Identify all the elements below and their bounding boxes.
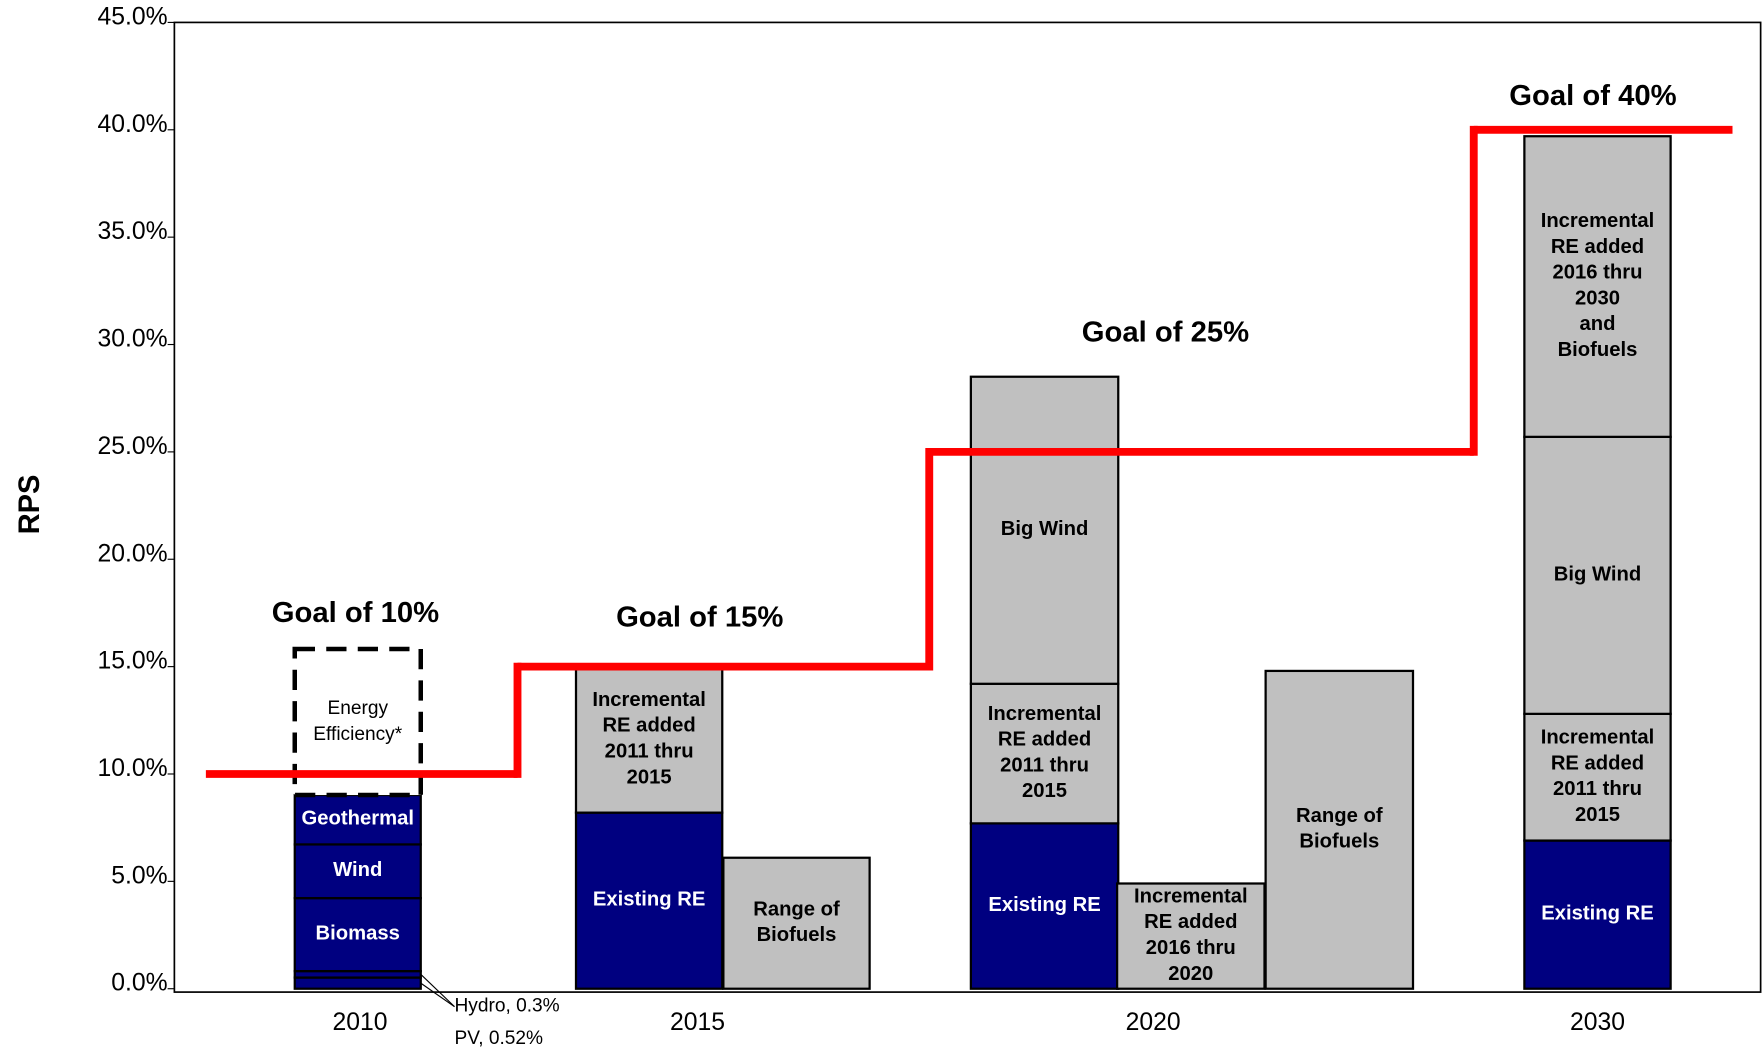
- goal-label: Goal of 25%: [1082, 317, 1249, 349]
- goal-label: Goal of 10%: [272, 597, 439, 629]
- segment-label: Existing RE: [593, 889, 705, 911]
- goal-label: Goal of 40%: [1509, 80, 1676, 112]
- goal-label: Goal of 15%: [616, 602, 783, 634]
- bar-segment: [1523, 435, 1672, 715]
- bar-segment: [1523, 712, 1672, 842]
- x-tick-label: 2010: [332, 1009, 387, 1036]
- y-axis-label: RPS: [14, 474, 46, 534]
- callout-label: PV, 0.52%: [454, 1028, 543, 1049]
- segment-label: Big Wind: [1001, 519, 1088, 541]
- x-tick-label: 2020: [1126, 1009, 1181, 1036]
- y-tick-label: 45.0%: [97, 3, 167, 30]
- plot-frame: [173, 21, 1762, 993]
- bar-segment: [722, 856, 871, 990]
- segment-label: Incremental RE added 2016 thru 2030 and Biofu…: [1541, 210, 1655, 361]
- y-tick-label: 30.0%: [97, 326, 167, 353]
- bar-segment: [969, 682, 1120, 825]
- bar-segment: [293, 843, 422, 900]
- bar-segment: [969, 822, 1120, 990]
- callout-label: Hydro, 0.3%: [454, 996, 559, 1017]
- segment-label: Existing RE: [988, 894, 1100, 916]
- segment-label: Wind: [333, 860, 382, 882]
- bar-segment: [293, 976, 422, 990]
- bar-segment: [293, 896, 422, 973]
- segment-label: Energy Efficiency*: [313, 698, 402, 745]
- bar-segment: [1116, 882, 1266, 990]
- segment-label: Geothermal: [302, 808, 414, 830]
- segment-label: Big Wind: [1554, 564, 1641, 586]
- y-tick-label: 0.0%: [111, 970, 167, 997]
- bar-segment: [1523, 839, 1672, 990]
- segment-label: Range of Biofuels: [1296, 805, 1383, 853]
- bar-segment: [574, 665, 724, 814]
- segment-label: Incremental RE added 2011 thru 2015: [988, 703, 1102, 802]
- segment-label: Incremental RE added 2011 thru 2015: [1541, 727, 1655, 826]
- y-tick-label: 5.0%: [111, 862, 167, 889]
- segment-label: Existing RE: [1541, 903, 1653, 925]
- segment-label: Incremental RE added 2011 thru 2015: [592, 689, 706, 788]
- y-tick-label: 20.0%: [97, 540, 167, 567]
- y-tick-label: 40.0%: [97, 111, 167, 138]
- segment-label: Range of Biofuels: [753, 899, 840, 947]
- x-tick-label: 2030: [1570, 1009, 1625, 1036]
- y-tick-label: 10.0%: [97, 755, 167, 782]
- callout-line: [420, 973, 455, 1008]
- segment-label: Biomass: [316, 923, 400, 945]
- y-tick-label: 15.0%: [97, 648, 167, 675]
- y-tick-label: 35.0%: [97, 218, 167, 245]
- bar-segment: [969, 375, 1120, 685]
- bar-segment: [1523, 135, 1672, 438]
- callout-line: [420, 982, 455, 1008]
- segment-label: Incremental RE added 2016 thru 2020: [1134, 886, 1248, 985]
- y-tick-label: 25.0%: [97, 433, 167, 460]
- x-tick-label: 2015: [670, 1009, 725, 1036]
- bar-segment: [1264, 669, 1415, 990]
- bar-segment: [293, 793, 422, 846]
- plot-root: RPS 0.0% 5.0% 10.0% 15.0% 20.0% 25.0% 30.0% 35.…: [14, 3, 1762, 1049]
